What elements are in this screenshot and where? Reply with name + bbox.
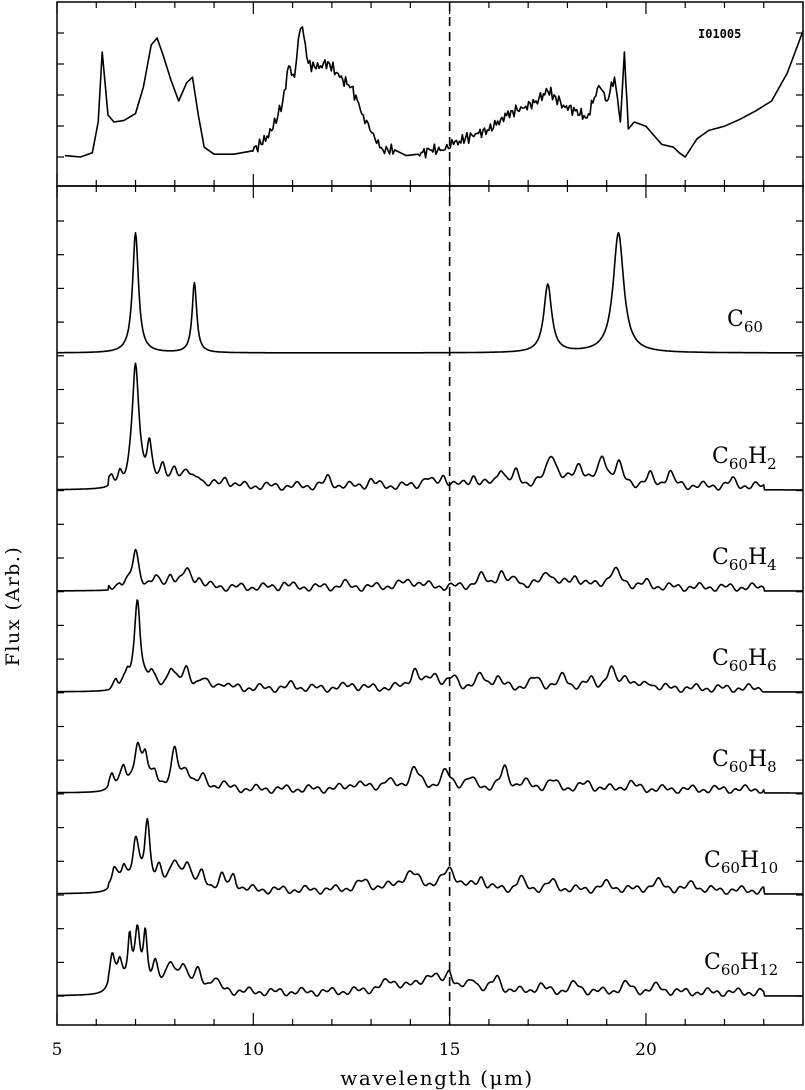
x-axis-label: wavelength (μm): [340, 1066, 533, 1090]
series-label: C60H4: [712, 545, 777, 574]
x-tick-label: 10: [242, 1040, 264, 1060]
series-label: C60: [727, 307, 763, 336]
bottom-panel-frame: [56, 185, 804, 1026]
top-panel-frame: [56, 1, 804, 187]
series-line: [57, 741, 803, 794]
x-tick-label: 15: [439, 1040, 461, 1060]
series-label: C60H10: [704, 848, 778, 877]
series-line: [56, 362, 803, 491]
series-label: C60H6: [712, 646, 777, 675]
series-line: [57, 231, 803, 354]
panel-label: I01005: [698, 27, 741, 41]
x-tick-label: 5: [52, 1040, 63, 1060]
series-line: [57, 599, 803, 693]
bottom-panel: C60 C60H2 C60H4 C60H6 C60H8 C60H10 C60H12: [56, 185, 804, 1026]
bottom-panel-ticks: [56, 220, 804, 1025]
x-tick-labels: 5 10 15 20: [52, 1040, 657, 1060]
series-line: [57, 817, 803, 895]
bottom-panel-labels: C60 C60H2 C60H4 C60H6 C60H8 C60H10 C60H12: [704, 307, 778, 979]
series-line: [64, 26, 804, 159]
top-panel-ticks: [56, 2, 804, 198]
y-axis-label: Flux (Arb.): [2, 546, 24, 667]
series-line: [57, 924, 803, 997]
top-panel: I01005: [56, 1, 804, 198]
x-tick-label: 20: [635, 1040, 657, 1060]
series-label: C60H12: [704, 950, 778, 979]
series-line: [57, 548, 803, 592]
series-label: C60H2: [712, 444, 777, 473]
bottom-panel-series: [56, 231, 803, 997]
series-label: C60H8: [712, 747, 777, 776]
